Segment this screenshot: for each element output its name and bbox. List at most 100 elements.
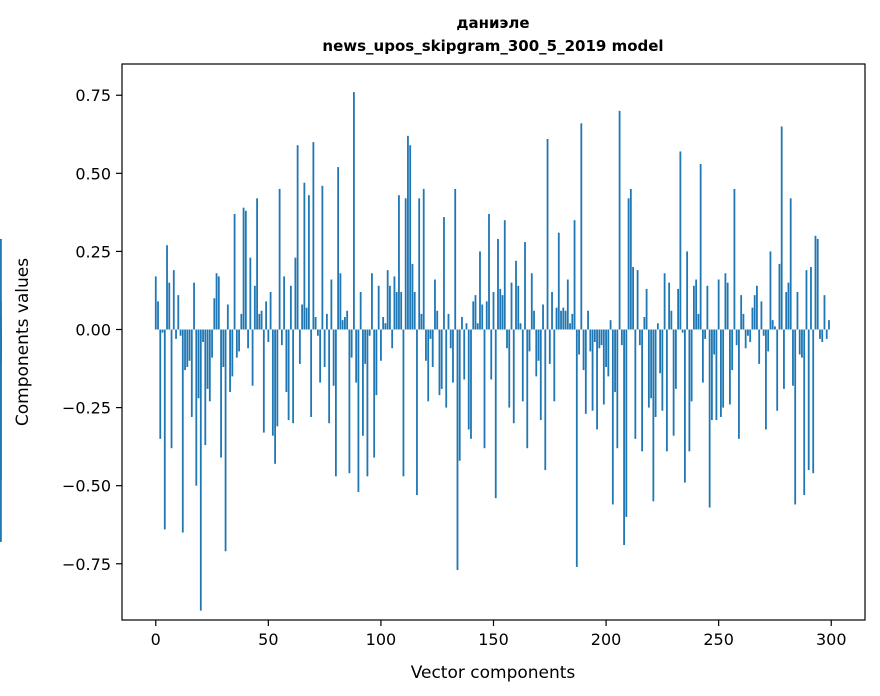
x-tick-label: 300 xyxy=(816,630,847,649)
bar xyxy=(733,188,736,330)
bar xyxy=(256,198,258,330)
bar xyxy=(456,329,459,571)
bar xyxy=(481,304,484,330)
bar xyxy=(708,329,711,508)
bar xyxy=(332,329,335,386)
bar xyxy=(803,329,806,496)
bar xyxy=(679,151,682,330)
bar xyxy=(172,270,175,330)
x-axis: 0 50 100 150 200 250 300 xyxy=(151,620,847,649)
bar xyxy=(249,257,252,330)
y-tick-label: 0.25 xyxy=(75,242,111,261)
bar xyxy=(328,329,331,424)
bar xyxy=(395,292,398,330)
bar xyxy=(569,323,571,330)
bar xyxy=(467,329,470,430)
bar xyxy=(571,313,574,330)
bar xyxy=(339,273,342,330)
bar xyxy=(159,329,162,439)
bars-group xyxy=(0,92,830,611)
bar xyxy=(607,329,610,377)
bar xyxy=(515,260,517,330)
bar xyxy=(690,329,693,402)
y-tick-label: 0.50 xyxy=(75,164,111,183)
bar xyxy=(789,198,792,330)
bar xyxy=(175,329,177,339)
bar xyxy=(429,329,432,339)
bar xyxy=(307,195,310,330)
bar xyxy=(792,329,794,386)
bar xyxy=(760,301,763,330)
bar xyxy=(231,329,234,377)
bar xyxy=(497,238,499,330)
bar xyxy=(341,320,344,330)
bar xyxy=(656,323,659,330)
bar xyxy=(783,329,785,389)
bar xyxy=(292,329,295,424)
bar xyxy=(359,292,362,330)
bar xyxy=(411,263,414,330)
chart-subtitle: news_upos_skipgram_300_5_2019 model xyxy=(322,37,663,55)
bar xyxy=(319,329,322,383)
bar xyxy=(472,301,475,330)
bar xyxy=(371,273,373,330)
bar xyxy=(265,301,267,330)
bar xyxy=(163,329,166,530)
bar xyxy=(611,329,614,505)
bar xyxy=(625,329,628,517)
bar xyxy=(731,329,734,371)
bar xyxy=(323,329,326,367)
bar xyxy=(596,329,598,430)
bar xyxy=(654,329,657,417)
bar xyxy=(224,329,227,552)
bar xyxy=(344,317,346,330)
bar xyxy=(483,329,486,449)
bar xyxy=(425,329,427,361)
bar xyxy=(211,329,213,358)
bar xyxy=(416,329,418,496)
bar xyxy=(276,329,279,427)
bar xyxy=(512,329,515,424)
bar xyxy=(310,329,313,417)
bar xyxy=(168,282,171,330)
bar xyxy=(530,273,533,330)
bar xyxy=(409,145,412,330)
bar xyxy=(636,270,639,330)
bar xyxy=(663,273,666,330)
plot-frame xyxy=(121,63,866,621)
y-tick-label: −0.50 xyxy=(62,477,111,496)
bar xyxy=(242,207,245,330)
bar xyxy=(362,329,364,436)
bar xyxy=(366,329,369,477)
bar xyxy=(384,323,387,330)
bar xyxy=(767,329,770,352)
bar xyxy=(204,329,207,446)
bar xyxy=(602,329,605,405)
bar xyxy=(289,285,292,330)
bar xyxy=(510,282,513,330)
bar xyxy=(280,329,283,346)
bar xyxy=(713,329,716,355)
bar xyxy=(436,310,439,330)
bar xyxy=(798,329,801,355)
x-tick-label: 150 xyxy=(478,630,509,649)
bar xyxy=(188,329,191,361)
bar xyxy=(614,329,616,392)
bar xyxy=(181,329,184,533)
bar xyxy=(389,285,391,330)
bar xyxy=(659,329,662,374)
bar xyxy=(661,329,664,411)
bar xyxy=(724,273,727,330)
bar xyxy=(476,323,479,330)
bar xyxy=(0,301,2,330)
bar xyxy=(587,310,589,330)
bar xyxy=(729,329,731,405)
bar xyxy=(470,329,472,439)
bar xyxy=(564,310,567,330)
bar xyxy=(0,329,2,542)
bar xyxy=(634,329,637,439)
bar xyxy=(542,304,544,330)
chart-title: даниэле xyxy=(456,14,529,32)
bar xyxy=(812,329,815,474)
bar xyxy=(641,329,643,452)
